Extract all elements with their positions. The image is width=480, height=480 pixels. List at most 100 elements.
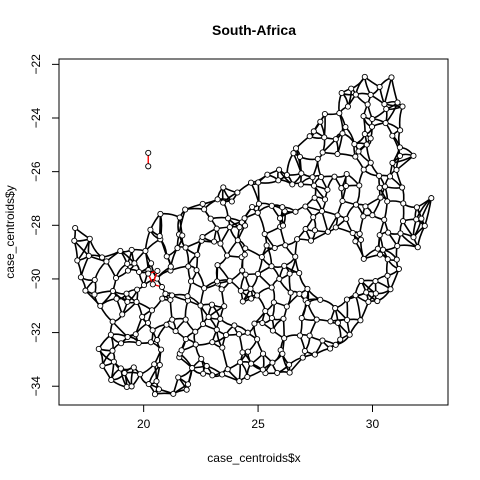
data-points bbox=[71, 73, 435, 398]
data-point bbox=[192, 328, 199, 335]
data-point bbox=[386, 173, 394, 180]
data-point bbox=[259, 350, 267, 357]
data-point bbox=[217, 240, 224, 247]
data-point bbox=[393, 256, 400, 263]
data-point bbox=[367, 159, 374, 166]
data-point bbox=[220, 199, 227, 206]
data-point bbox=[296, 270, 303, 277]
data-point bbox=[327, 318, 334, 325]
data-point bbox=[376, 232, 383, 239]
data-point bbox=[428, 195, 435, 202]
data-point bbox=[337, 336, 344, 343]
data-point bbox=[321, 134, 328, 141]
data-point bbox=[269, 327, 276, 334]
data-point bbox=[414, 244, 421, 251]
highlight-point bbox=[145, 149, 152, 156]
data-point bbox=[276, 275, 283, 282]
data-point bbox=[313, 316, 320, 323]
data-point bbox=[201, 285, 208, 292]
data-point bbox=[237, 359, 244, 366]
data-point bbox=[279, 222, 287, 229]
data-point bbox=[399, 184, 406, 191]
data-point bbox=[352, 238, 359, 245]
data-point bbox=[355, 148, 362, 155]
data-point bbox=[82, 287, 89, 294]
data-point bbox=[381, 101, 388, 108]
highlight-point bbox=[154, 267, 161, 274]
data-point bbox=[361, 73, 368, 80]
data-point bbox=[254, 270, 261, 277]
data-point bbox=[360, 213, 367, 220]
y-tick-label: −26 bbox=[29, 161, 43, 182]
data-point bbox=[131, 260, 138, 267]
data-point bbox=[170, 390, 177, 397]
y-axis: −22 −24 −26 −28 −30 −32 −34 bbox=[29, 54, 60, 396]
data-point bbox=[374, 245, 381, 252]
data-point bbox=[362, 203, 369, 210]
data-point bbox=[270, 299, 277, 306]
data-point bbox=[317, 296, 324, 303]
data-point bbox=[147, 339, 154, 346]
data-point bbox=[332, 224, 339, 231]
data-point bbox=[369, 212, 376, 219]
x-tick-label: 25 bbox=[251, 417, 265, 431]
data-point bbox=[318, 174, 325, 181]
data-point bbox=[112, 274, 120, 282]
data-point bbox=[247, 285, 254, 292]
data-point bbox=[144, 319, 152, 326]
data-point bbox=[332, 341, 339, 348]
data-point bbox=[310, 214, 317, 221]
data-point bbox=[302, 203, 309, 210]
data-point bbox=[410, 234, 417, 241]
data-point bbox=[332, 136, 339, 143]
data-point bbox=[348, 85, 355, 92]
data-point bbox=[156, 361, 163, 369]
data-point bbox=[381, 183, 389, 190]
data-point bbox=[389, 159, 396, 166]
data-point bbox=[292, 208, 299, 215]
data-point bbox=[310, 182, 318, 189]
data-point bbox=[154, 336, 161, 344]
data-point bbox=[110, 358, 117, 365]
data-point bbox=[343, 215, 350, 222]
data-point bbox=[225, 215, 232, 222]
data-point bbox=[351, 141, 358, 148]
data-point bbox=[242, 271, 249, 278]
data-point bbox=[124, 298, 131, 305]
data-point bbox=[77, 274, 84, 281]
data-point bbox=[167, 263, 174, 270]
data-point bbox=[226, 277, 233, 284]
data-point bbox=[384, 256, 391, 263]
data-point bbox=[363, 141, 370, 148]
data-point bbox=[418, 215, 425, 222]
data-point bbox=[268, 284, 275, 291]
data-point bbox=[99, 254, 106, 261]
data-point bbox=[244, 348, 252, 355]
data-point bbox=[213, 225, 220, 232]
data-point bbox=[322, 196, 329, 203]
data-point bbox=[199, 200, 206, 207]
data-point bbox=[169, 316, 176, 323]
data-point bbox=[85, 252, 92, 259]
data-point bbox=[334, 212, 341, 219]
data-point bbox=[287, 289, 294, 296]
data-point bbox=[137, 371, 144, 378]
data-point bbox=[400, 200, 407, 207]
data-point bbox=[185, 381, 192, 388]
data-point bbox=[107, 331, 114, 338]
data-point bbox=[192, 341, 199, 348]
data-point bbox=[324, 228, 331, 235]
chart-title: South-Africa bbox=[212, 22, 296, 38]
data-point bbox=[264, 171, 271, 178]
data-point bbox=[226, 224, 233, 231]
data-point bbox=[237, 287, 244, 294]
data-point bbox=[135, 339, 142, 347]
data-point bbox=[207, 215, 214, 222]
data-point bbox=[205, 313, 212, 320]
data-point bbox=[139, 313, 146, 320]
data-point bbox=[374, 297, 381, 305]
data-point bbox=[319, 337, 326, 344]
data-point bbox=[108, 376, 115, 384]
data-point bbox=[239, 349, 246, 356]
